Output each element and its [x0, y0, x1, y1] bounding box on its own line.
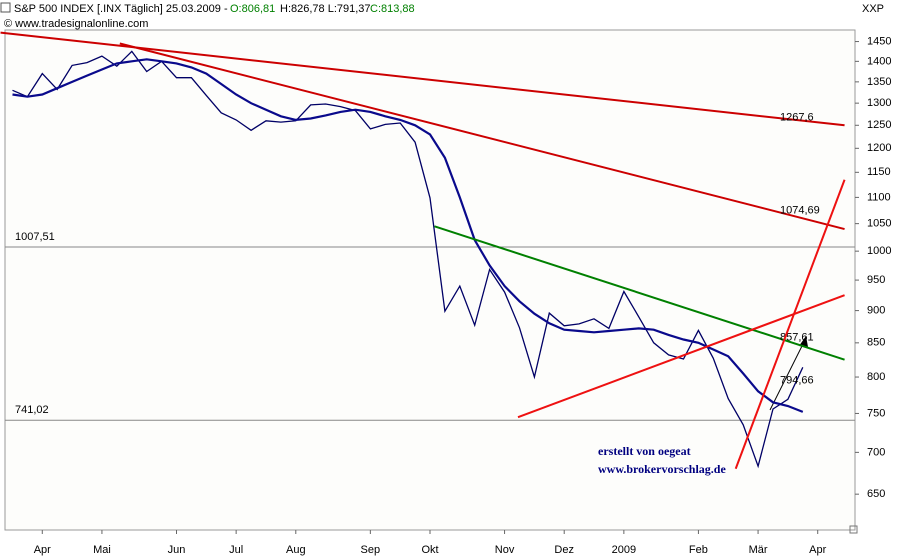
x-tick-label: Jul: [229, 544, 243, 556]
credit: erstellt von oegeat: [598, 444, 691, 458]
trend-line: [517, 294, 845, 419]
price-line: [12, 50, 804, 469]
x-tick-label: Okt: [421, 544, 438, 556]
x-tick-label: Feb: [689, 544, 708, 556]
y-tick-label: 1400: [867, 55, 891, 67]
quote-close: C:813,88: [370, 3, 415, 15]
x-tick-label: 2009: [612, 544, 636, 556]
y-tick-label: 850: [867, 337, 885, 349]
y-tick-label: 1150: [867, 166, 891, 178]
source: © www.tradesignalonline.com: [4, 18, 148, 30]
y-tick-label: 1000: [867, 245, 891, 257]
trend-line: [119, 42, 845, 231]
y-tick-label: 1350: [867, 76, 891, 88]
trend-line: [734, 179, 846, 470]
y-tick-label: 800: [867, 371, 885, 383]
x-tick-label: Sep: [361, 544, 381, 556]
window-icon: [0, 2, 11, 13]
y-tick-label: 1100: [867, 191, 891, 203]
trend-label: 857,61: [780, 332, 814, 344]
quote-open: O:806,81: [230, 3, 275, 15]
level-label: 1007,51: [15, 231, 55, 243]
arrow: [769, 336, 808, 411]
axis-code: XXP: [862, 3, 884, 15]
y-tick-label: 1250: [867, 119, 891, 131]
x-tick-label: Nov: [495, 544, 515, 556]
trend-line: [434, 225, 845, 361]
price-line: [12, 58, 804, 413]
y-tick-label: 950: [867, 274, 885, 286]
x-tick-label: Aug: [286, 544, 306, 556]
x-tick-label: Dez: [554, 544, 574, 556]
y-tick-label: 1200: [867, 142, 891, 154]
y-tick-label: 700: [867, 446, 885, 458]
quote-high-low: H:826,78 L:791,37: [280, 3, 371, 15]
trend-label: 1074,69: [780, 204, 820, 216]
y-tick-label: 900: [867, 305, 885, 317]
trend-label: 794,66: [780, 375, 814, 387]
y-tick-label: 650: [867, 488, 885, 500]
credit: www.brokervorschlag.de: [598, 462, 726, 476]
chart-title: S&P 500 INDEX [.INX Täglich] 25.03.2009 …: [14, 3, 228, 15]
y-tick-label: 1050: [867, 218, 891, 230]
resize-handle: [849, 525, 858, 534]
plot-area: [4, 29, 856, 531]
y-tick-label: 1300: [867, 97, 891, 109]
x-tick-label: Apr: [809, 544, 826, 556]
y-tick-label: 750: [867, 407, 885, 419]
level-label: 741,02: [15, 404, 49, 416]
x-tick-label: Apr: [34, 544, 51, 556]
trend-label: 1267,6: [780, 111, 814, 123]
x-tick-label: Mär: [749, 544, 768, 556]
x-tick-label: Jun: [168, 544, 186, 556]
y-tick-label: 1450: [867, 35, 891, 47]
x-tick-label: Mai: [93, 544, 111, 556]
